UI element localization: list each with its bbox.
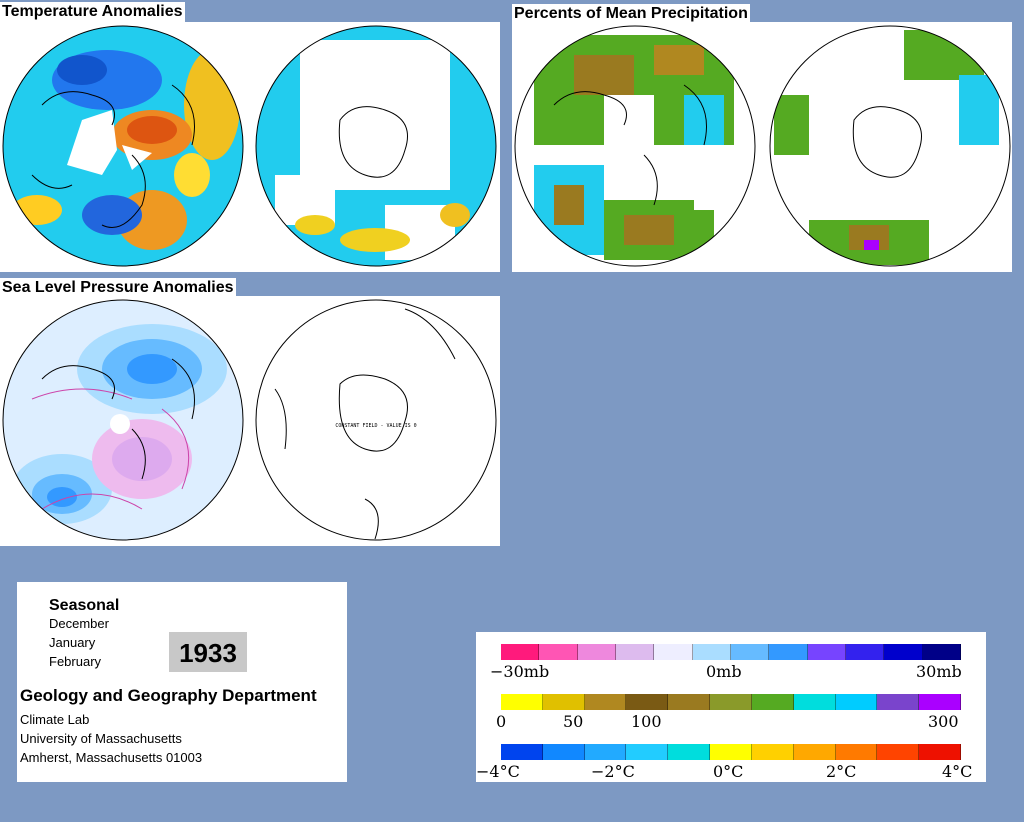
address-line: University of Massachusetts (20, 731, 182, 746)
precipitation-northern-globe (514, 25, 756, 267)
precipitation-southern-globe (769, 25, 1011, 267)
pressure-color-swatch (654, 644, 693, 660)
temperature-label: 0°C (713, 762, 744, 781)
temperature-color-swatch (710, 744, 752, 760)
precipitation-color-swatch (751, 694, 794, 710)
temperature-northern-globe (2, 25, 244, 267)
temperature-color-swatch (877, 744, 920, 760)
constant-field-note: CONSTANT FIELD - VALUE IS 0 (335, 423, 416, 429)
pressure-title: Sea Level Pressure Anomalies (0, 278, 236, 298)
pressure-color-swatch (884, 644, 923, 660)
precipitation-label: 50 (563, 712, 584, 731)
pressure-label: 0mb (706, 662, 742, 681)
temperature-label: 4°C (942, 762, 973, 781)
precipitation-colorbar (501, 694, 961, 710)
temperature-color-swatch (542, 744, 585, 760)
precipitation-color-swatch (793, 694, 836, 710)
temperature-southern-globe (255, 25, 497, 267)
month-label: December (49, 616, 109, 631)
temperature-label: −2°C (591, 762, 635, 781)
precipitation-color-swatch (877, 694, 920, 710)
info-panel: Seasonal December January February 1933 … (17, 582, 347, 782)
pressure-color-swatch (807, 644, 846, 660)
pressure-color-swatch (769, 644, 808, 660)
season-heading: Seasonal (49, 597, 120, 614)
precipitation-color-swatch (835, 694, 878, 710)
address-line: Amherst, Massachusetts 01003 (20, 750, 203, 765)
temperature-color-swatch (919, 744, 961, 760)
department-name: Geology and Geography Department (20, 686, 317, 705)
pressure-color-swatch (539, 644, 578, 660)
temperature-color-swatch (751, 744, 794, 760)
temperature-panel (0, 22, 500, 272)
month-label: February (49, 654, 102, 669)
precipitation-label: 100 (631, 712, 662, 731)
temperature-color-swatch (501, 744, 543, 760)
pressure-label: −30mb (490, 662, 550, 681)
precipitation-color-swatch (668, 694, 711, 710)
year-display: 1933 (169, 632, 247, 672)
temperature-color-swatch (793, 744, 836, 760)
precipitation-panel (512, 22, 1012, 272)
temperature-color-swatch (626, 744, 669, 760)
temperature-color-swatch (584, 744, 627, 760)
precipitation-label: 300 (928, 712, 959, 731)
temperature-color-swatch (835, 744, 878, 760)
pressure-color-swatch (922, 644, 961, 660)
pressure-panel: CONSTANT FIELD - VALUE IS 0 (0, 296, 500, 546)
legend-panel: −30mb 0mb 30mb 0 50 100 300 −4°C −2°C 0°… (476, 632, 986, 782)
precipitation-color-swatch (542, 694, 585, 710)
precipitation-color-swatch (710, 694, 752, 710)
pressure-color-swatch (845, 644, 885, 660)
month-label: January (49, 635, 96, 650)
pressure-color-swatch (730, 644, 770, 660)
pressure-color-swatch (577, 644, 616, 660)
pressure-northern-globe (2, 299, 244, 541)
address-line: Climate Lab (20, 712, 90, 727)
precipitation-label: 0 (496, 712, 507, 731)
precipitation-color-swatch (626, 694, 669, 710)
temperature-title: Temperature Anomalies (0, 2, 185, 22)
pressure-color-swatch (501, 644, 540, 660)
temperature-label: 2°C (826, 762, 857, 781)
pressure-label: 30mb (916, 662, 962, 681)
pressure-southern-globe: CONSTANT FIELD - VALUE IS 0 (255, 299, 497, 541)
pressure-color-swatch (615, 644, 655, 660)
precipitation-color-swatch (919, 694, 961, 710)
temperature-color-swatch (668, 744, 711, 760)
temperature-colorbar (501, 744, 961, 760)
precipitation-color-swatch (584, 694, 627, 710)
temperature-label: −4°C (476, 762, 520, 781)
precipitation-color-swatch (501, 694, 543, 710)
precipitation-title: Percents of Mean Precipitation (512, 4, 750, 24)
pressure-color-swatch (692, 644, 731, 660)
pressure-colorbar (501, 644, 961, 660)
